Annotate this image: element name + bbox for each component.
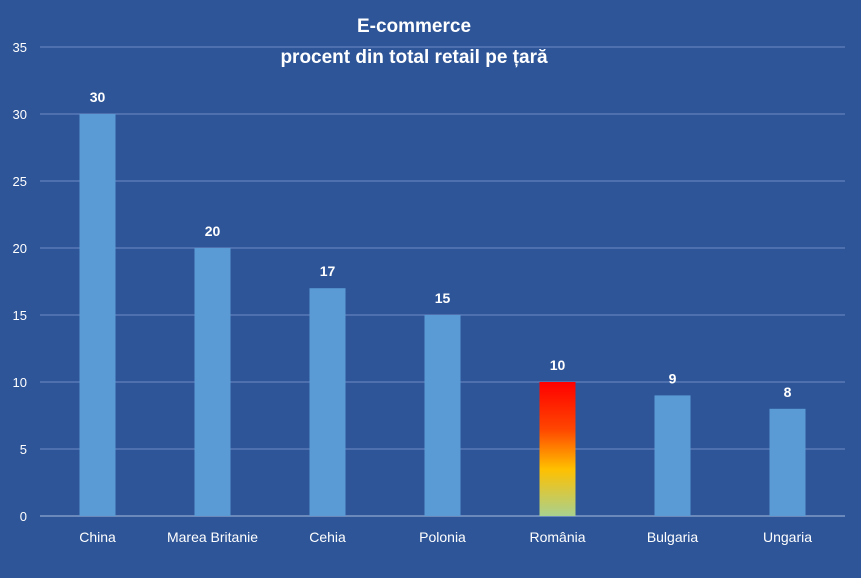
y-tick-label: 15 [13, 308, 27, 323]
bar-românia [539, 382, 576, 516]
category-label: Marea Britanie [167, 529, 258, 545]
data-label: 10 [550, 357, 566, 373]
data-labels: 30 20 17 15 10 9 8 [90, 89, 792, 400]
bars [79, 114, 806, 516]
data-label: 8 [784, 384, 792, 400]
category-label: Polonia [419, 529, 466, 545]
y-axis-ticks: 0 5 10 15 20 25 30 35 [13, 40, 27, 524]
data-label: 17 [320, 263, 336, 279]
chart-title-line-1: E-commerce [357, 16, 471, 37]
bar-bulgaria [654, 395, 691, 516]
y-tick-label: 30 [13, 107, 27, 122]
y-tick-label: 35 [13, 40, 27, 55]
data-label: 20 [205, 223, 221, 239]
data-label: 30 [90, 89, 106, 105]
y-tick-label: 0 [20, 509, 27, 524]
category-label: Bulgaria [647, 529, 699, 545]
bar-marea-britanie [194, 248, 231, 516]
data-label: 9 [669, 370, 677, 386]
bar-ungaria [769, 408, 806, 516]
y-tick-label: 10 [13, 375, 27, 390]
y-tick-label: 25 [13, 174, 27, 189]
chart-title-line-2: procent din total retail pe țară [280, 47, 548, 68]
bar-cehia [309, 288, 346, 516]
category-label: China [79, 529, 116, 545]
category-label: Cehia [309, 529, 346, 545]
bar-china [79, 114, 116, 516]
y-tick-label: 20 [13, 241, 27, 256]
x-axis-categories: China Marea Britanie Cehia Polonia România Bu… [79, 529, 812, 545]
y-tick-label: 5 [20, 442, 27, 457]
data-label: 15 [435, 290, 451, 306]
category-label: România [529, 529, 585, 545]
category-label: Ungaria [763, 529, 812, 545]
bar-polonia [424, 315, 461, 516]
